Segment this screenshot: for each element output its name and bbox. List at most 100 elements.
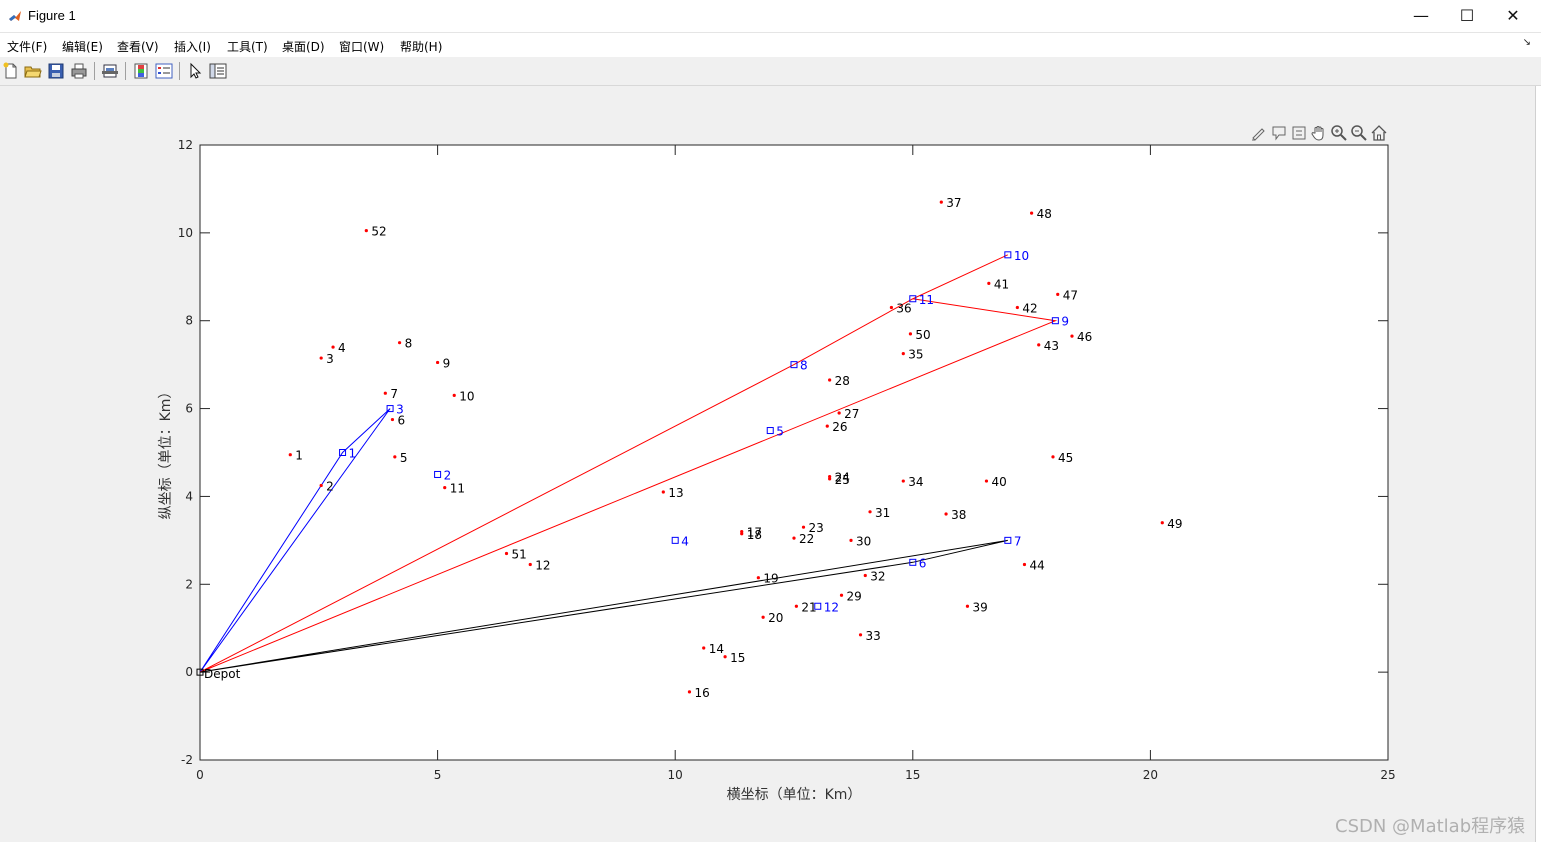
station-label: 1: [349, 447, 357, 461]
customer-point: [687, 690, 692, 694]
customer-label: 22: [799, 532, 814, 546]
x-tick-label: 0: [196, 768, 204, 782]
customer-label: 3: [326, 352, 334, 366]
property-editor-icon[interactable]: [209, 62, 227, 80]
station-marker: [1051, 317, 1059, 325]
menu-desktop[interactable]: 桌面(D): [282, 40, 325, 54]
print-preview-icon[interactable]: [101, 62, 119, 80]
station-marker: [766, 427, 774, 435]
customer-label: 31: [875, 506, 890, 520]
depot-marker: [196, 668, 204, 676]
station-label: 11: [919, 293, 934, 307]
station-marker: [339, 449, 347, 456]
customer-point: [858, 633, 863, 637]
home-icon[interactable]: [1370, 124, 1388, 142]
customer-label: 21: [801, 600, 816, 614]
toolbar-separator: [179, 62, 180, 80]
figure-toolbar: [0, 58, 1541, 86]
customer-label: 46: [1077, 330, 1092, 344]
y-tick-label: 12: [178, 138, 193, 152]
colorbar-icon[interactable]: [132, 62, 150, 80]
legend-icon[interactable]: [155, 62, 173, 80]
customer-label: 18: [747, 528, 762, 542]
station-label: 9: [1061, 315, 1069, 329]
customer-point: [801, 525, 806, 529]
customer-label: 14: [709, 642, 724, 656]
matlab-logo-icon: [9, 11, 21, 21]
station-label: 4: [681, 534, 689, 548]
customer-point: [319, 483, 323, 488]
customer-label: 26: [832, 420, 847, 434]
customer-label: 10: [459, 389, 474, 403]
pan-icon[interactable]: [1310, 124, 1328, 142]
station-label: 2: [444, 468, 452, 482]
customer-label: 33: [866, 629, 881, 643]
customer-point: [944, 512, 948, 516]
customer-point: [723, 655, 727, 659]
menu-window[interactable]: 窗口(W): [339, 40, 385, 54]
toolbar-separator: [94, 62, 95, 80]
customer-point: [1056, 292, 1060, 296]
customer-point: [383, 391, 387, 395]
customer-point: [504, 551, 509, 556]
axes-box: [199, 144, 1389, 761]
customer-point: [397, 341, 402, 345]
customer-label: 50: [915, 328, 930, 342]
customer-point: [1051, 455, 1055, 459]
menu-edit[interactable]: 编辑(E): [62, 40, 103, 54]
open-file-icon[interactable]: [24, 62, 42, 80]
customer-point: [452, 393, 456, 397]
customer-label: 44: [1029, 559, 1044, 573]
data-tip-icon[interactable]: [1270, 124, 1288, 142]
zoom-out-icon[interactable]: [1350, 124, 1368, 142]
customer-point: [849, 538, 853, 542]
maximize-button[interactable]: ☐: [1459, 6, 1475, 25]
minimize-button[interactable]: —: [1413, 6, 1429, 25]
x-axis-label: 横坐标（单位：Km）: [727, 787, 862, 803]
station-marker: [909, 558, 917, 566]
customer-point: [740, 529, 744, 534]
save-icon[interactable]: [47, 62, 65, 80]
brush-icon[interactable]: [1250, 124, 1268, 142]
customer-point: [1160, 521, 1164, 525]
zoom-in-icon[interactable]: [1330, 124, 1348, 142]
customer-label: 39: [972, 600, 987, 614]
customer-point: [443, 486, 447, 490]
station-marker: [1004, 536, 1012, 544]
customer-label: 7: [390, 387, 398, 401]
menu-file[interactable]: 文件(F): [7, 40, 48, 54]
customer-point: [939, 200, 943, 204]
window-title: Figure 1: [28, 8, 76, 23]
station-label: 6: [919, 556, 927, 570]
customer-label: 20: [768, 611, 783, 625]
menu-tools[interactable]: 工具(T): [227, 40, 268, 54]
menu-help[interactable]: 帮助(H): [400, 40, 443, 54]
print-icon[interactable]: [70, 62, 88, 80]
customer-label: 24: [835, 471, 850, 485]
customer-point: [528, 562, 532, 567]
customer-label: 23: [809, 521, 824, 535]
menu-insert[interactable]: 插入(I): [174, 40, 211, 54]
rotate-icon[interactable]: [1290, 124, 1308, 142]
menu-view[interactable]: 查看(V): [117, 40, 159, 54]
customer-label: 12: [535, 559, 550, 573]
menu-overflow-icon[interactable]: ↘: [1522, 37, 1531, 48]
customer-point: [436, 360, 440, 365]
customer-label: 13: [668, 486, 683, 500]
close-button[interactable]: ✕: [1506, 6, 1520, 25]
x-tick-label: 25: [1380, 768, 1395, 782]
station-marker: [671, 536, 679, 544]
customer-label: 48: [1037, 207, 1052, 221]
customer-point: [331, 345, 335, 349]
customer-label: 40: [991, 475, 1006, 489]
y-tick-label: 0: [185, 665, 193, 679]
pointer-icon[interactable]: [186, 62, 204, 80]
watermark: CSDN @Matlab程序猿: [1335, 816, 1526, 837]
customer-point: [828, 477, 832, 481]
new-figure-icon[interactable]: [2, 62, 20, 80]
customer-label: 4: [338, 341, 346, 355]
customer-point: [889, 305, 894, 310]
customer-label: 51: [512, 548, 527, 562]
customer-label: 9: [443, 356, 451, 370]
customer-label: 34: [908, 475, 923, 489]
